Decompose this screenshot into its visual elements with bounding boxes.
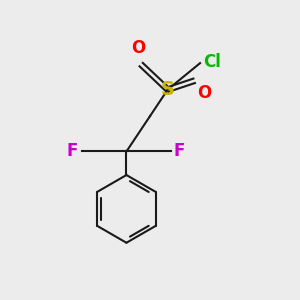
Text: O: O — [131, 39, 145, 57]
Text: F: F — [174, 142, 185, 160]
Text: S: S — [161, 80, 175, 99]
Text: O: O — [197, 84, 212, 102]
Text: Cl: Cl — [203, 53, 221, 71]
Text: F: F — [67, 142, 78, 160]
